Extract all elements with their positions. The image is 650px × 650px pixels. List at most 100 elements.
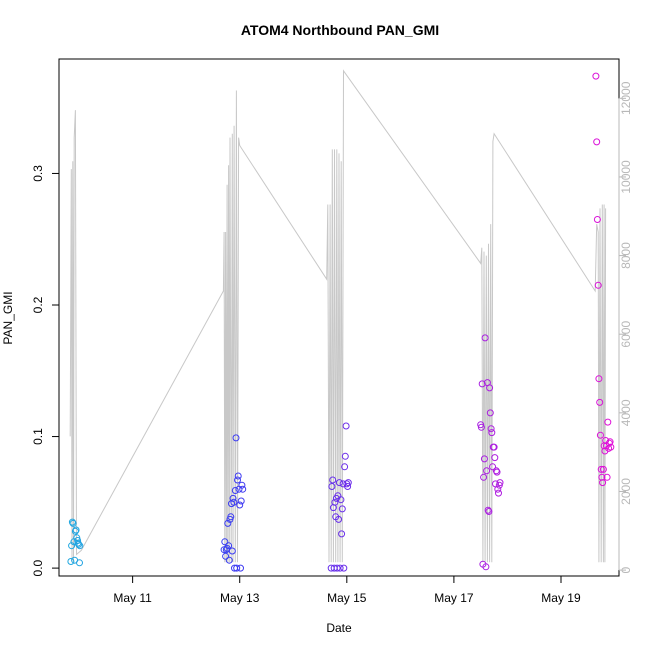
data-point	[478, 380, 486, 388]
data-point	[341, 463, 349, 471]
data-point	[227, 513, 235, 521]
y2-tick-label: 8000	[619, 242, 633, 269]
data-point	[221, 538, 229, 546]
data-point	[333, 564, 341, 572]
data-point	[480, 455, 488, 463]
data-point	[76, 542, 84, 550]
data-point	[344, 483, 352, 490]
data-point	[482, 563, 490, 571]
data-point	[605, 439, 613, 447]
data-point	[225, 556, 233, 564]
data-point	[336, 564, 344, 572]
data-point	[76, 559, 83, 567]
x-axis: May 11 May 13 May 15 May 17 May 19	[113, 576, 581, 605]
data-point	[604, 418, 612, 426]
data-point	[477, 423, 485, 431]
data-point	[593, 216, 601, 223]
data-point	[595, 375, 603, 383]
data-point	[496, 479, 504, 487]
altitude-line	[69, 69, 607, 563]
x-tick-label: May 11	[113, 591, 152, 605]
data-point	[335, 479, 343, 487]
data-point	[483, 467, 491, 475]
data-point	[238, 481, 246, 489]
x-tick-label: May 15	[327, 591, 367, 605]
data-point	[69, 519, 77, 527]
data-point	[225, 542, 233, 550]
x-tick-label: May 19	[541, 591, 581, 605]
data-point	[493, 468, 501, 476]
data-point	[593, 138, 601, 146]
data-point	[237, 497, 245, 505]
altitude-line-layer	[69, 69, 607, 563]
data-point	[231, 487, 239, 494]
data-point	[328, 483, 336, 490]
data-point	[485, 508, 493, 515]
data-point	[480, 473, 488, 481]
y-axis-right: 0 2000 4000 6000 8000 10000 12000	[618, 81, 633, 573]
x-tick-label: May 17	[434, 591, 474, 605]
data-point	[592, 72, 600, 80]
data-point	[337, 496, 345, 504]
data-point	[67, 558, 75, 565]
data-point	[341, 452, 349, 460]
data-point	[224, 519, 232, 527]
data-point	[239, 485, 247, 493]
data-point	[338, 530, 346, 538]
data-point	[329, 476, 337, 484]
data-point	[344, 479, 352, 487]
x-axis-label: Date	[326, 621, 352, 635]
data-point	[607, 443, 615, 451]
data-point	[234, 476, 241, 484]
data-point	[494, 485, 502, 493]
y2-tick-label: 2000	[619, 478, 633, 505]
y2-tick-label: 0	[619, 566, 633, 573]
data-point	[488, 429, 496, 437]
data-point	[495, 489, 502, 497]
data-point	[75, 540, 83, 548]
y-axis-label: PAN_GMI	[1, 291, 15, 344]
data-point	[335, 515, 343, 523]
data-point	[491, 454, 499, 462]
y-tick-label: 0.2	[31, 296, 45, 313]
data-point	[486, 409, 494, 417]
data-point	[72, 526, 80, 534]
y2-tick-label: 6000	[619, 321, 633, 348]
data-point	[229, 494, 237, 502]
y2-tick-label: 10000	[619, 160, 633, 194]
y-tick-label: 0.0	[31, 559, 45, 576]
data-points-layer	[67, 72, 615, 572]
data-point	[331, 498, 339, 506]
data-point	[234, 472, 242, 480]
data-point	[596, 431, 604, 439]
data-point	[233, 564, 241, 572]
data-point	[481, 334, 489, 342]
y-tick-label: 0.3	[31, 165, 45, 182]
data-point	[598, 473, 606, 481]
data-point	[489, 463, 497, 471]
data-point	[596, 398, 604, 406]
data-point	[603, 473, 611, 481]
data-point	[486, 384, 494, 392]
y2-tick-label: 4000	[619, 399, 633, 426]
data-point	[484, 506, 492, 514]
chart-title: ATOM4 Northbound PAN_GMI	[241, 22, 439, 38]
data-point	[594, 281, 602, 289]
data-point	[236, 501, 244, 509]
x-tick-label: May 13	[220, 591, 260, 605]
data-point	[237, 564, 244, 572]
data-point	[342, 422, 350, 430]
y2-tick-label: 12000	[619, 81, 633, 115]
data-point	[340, 564, 348, 572]
data-point	[68, 542, 76, 550]
data-point	[228, 547, 236, 555]
data-point	[606, 438, 614, 446]
y-tick-label: 0.1	[31, 428, 45, 445]
data-point	[490, 443, 498, 451]
data-point	[222, 552, 230, 560]
data-point	[230, 498, 238, 506]
y-axis-left: 0.0 0.1 0.2 0.3	[31, 165, 59, 576]
data-point	[338, 505, 346, 513]
data-point	[599, 479, 607, 487]
